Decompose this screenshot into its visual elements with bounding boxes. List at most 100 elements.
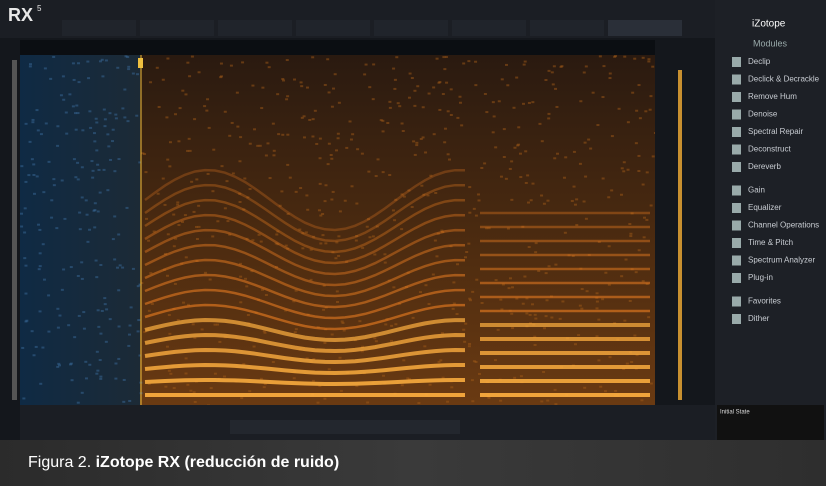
noise — [523, 64, 526, 66]
module-item[interactable]: Declick & Decrackle — [748, 75, 820, 84]
noise — [168, 333, 171, 335]
noise — [597, 359, 600, 361]
noise — [210, 387, 213, 389]
module-item[interactable]: Gain — [748, 186, 765, 195]
noise — [127, 68, 130, 70]
noise — [494, 359, 497, 361]
history-item[interactable]: Initial State — [720, 410, 750, 416]
noise — [103, 125, 106, 127]
module-icon — [732, 92, 741, 102]
noise — [33, 354, 36, 356]
tab[interactable] — [452, 20, 526, 36]
noise — [239, 276, 242, 278]
module-item[interactable]: Denoise — [748, 110, 778, 119]
noise — [41, 347, 44, 349]
noise — [608, 77, 611, 79]
noise — [411, 206, 414, 208]
noise — [534, 344, 537, 346]
noise — [607, 196, 610, 198]
noise — [231, 122, 234, 124]
noise — [413, 90, 416, 92]
module-item[interactable]: Dither — [748, 314, 770, 323]
noise — [89, 127, 92, 129]
tab[interactable] — [608, 20, 682, 36]
module-item[interactable]: Channel Operations — [748, 221, 819, 230]
module-item[interactable]: Remove Hum — [748, 92, 797, 101]
noise — [609, 356, 612, 358]
noise — [95, 118, 98, 120]
noise — [462, 62, 465, 64]
module-item[interactable]: Deconstruct — [748, 145, 791, 154]
noise — [31, 121, 34, 123]
noise — [204, 272, 207, 274]
noise — [93, 132, 96, 134]
noise — [629, 300, 632, 302]
noise — [35, 109, 38, 111]
module-item[interactable]: Dereverb — [748, 162, 781, 171]
noise — [635, 271, 638, 273]
tab[interactable] — [140, 20, 214, 36]
noise — [92, 170, 95, 172]
noise — [99, 192, 102, 194]
module-item[interactable]: Favorites — [748, 297, 781, 306]
noise — [638, 249, 641, 251]
noise — [584, 142, 587, 144]
noise — [344, 200, 347, 202]
noise — [596, 307, 599, 309]
noise — [529, 314, 532, 316]
noise — [125, 207, 128, 209]
module-item[interactable]: Spectral Repair — [748, 127, 803, 136]
noise — [328, 91, 331, 93]
noise — [151, 303, 154, 305]
noise — [475, 279, 478, 281]
noise — [456, 313, 459, 315]
noise — [260, 241, 263, 243]
tab[interactable] — [62, 20, 136, 36]
module-item[interactable]: Spectrum Analyzer — [748, 256, 815, 265]
tab[interactable] — [374, 20, 448, 36]
noise — [478, 199, 481, 201]
noise — [29, 141, 32, 143]
noise — [280, 190, 283, 192]
noise — [40, 133, 43, 135]
noise — [99, 378, 102, 380]
tab[interactable] — [218, 20, 292, 36]
noise — [32, 119, 35, 121]
noise — [91, 177, 94, 179]
noise — [581, 288, 584, 290]
noise — [446, 401, 449, 403]
module-item[interactable]: Plug-in — [748, 273, 773, 282]
noise — [112, 238, 115, 240]
noise — [640, 399, 643, 401]
noise — [70, 266, 73, 268]
noise — [57, 327, 60, 329]
tab[interactable] — [296, 20, 370, 36]
noise — [117, 233, 120, 235]
noise — [24, 293, 27, 295]
noise — [81, 278, 84, 280]
noise — [97, 210, 100, 212]
noise — [428, 303, 431, 305]
module-icon — [732, 186, 741, 196]
tab[interactable] — [530, 20, 604, 36]
noise — [584, 176, 587, 178]
noise — [319, 215, 322, 217]
noise — [226, 180, 229, 182]
noise — [72, 62, 75, 64]
noise — [592, 92, 595, 94]
noise — [114, 114, 117, 116]
noise — [586, 290, 589, 292]
noise — [61, 289, 64, 291]
noise — [49, 78, 52, 80]
noise — [528, 102, 531, 104]
noise — [266, 142, 269, 144]
module-item[interactable]: Time & Pitch — [748, 238, 793, 247]
noise — [36, 175, 39, 177]
noise — [450, 386, 453, 388]
module-item[interactable]: Declip — [748, 57, 771, 66]
noise — [166, 58, 169, 60]
noise — [390, 325, 393, 327]
noise — [24, 320, 27, 322]
module-item[interactable]: Equalizer — [748, 203, 782, 212]
noise — [33, 193, 36, 195]
